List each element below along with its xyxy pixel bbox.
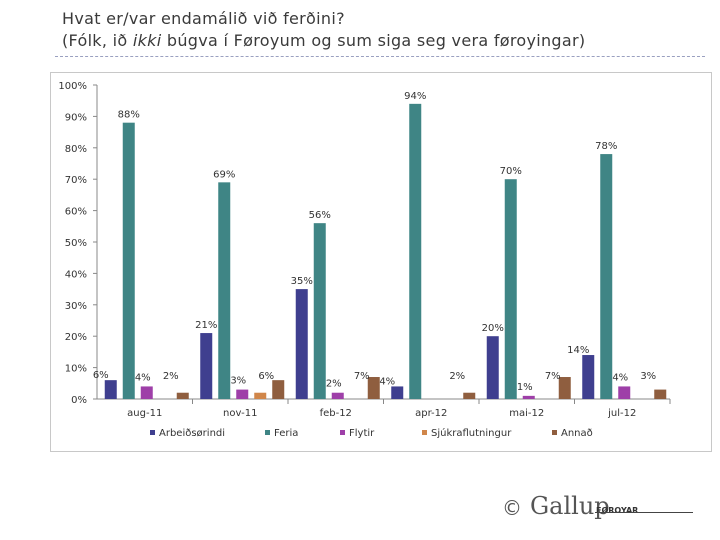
bar-feria-mai-12 [504,179,517,399]
legend-label: Arbeiðsørindi [159,428,225,439]
x-tick-label: jul-12 [607,408,636,419]
legend-swatch-feria [265,430,270,435]
bar-annað-aug-11 [176,392,189,399]
data-label: 56% [309,210,331,221]
bar-flytir-jul-12 [618,386,631,399]
data-label: 78% [595,141,617,152]
y-tick-label: 60% [65,207,87,218]
bar-annað-jul-12 [654,389,667,399]
x-tick-label: apr-12 [415,408,447,419]
gallup-logo: Gallup [530,492,610,520]
data-label: 4% [135,372,151,383]
data-label: 7% [354,371,370,382]
data-label: 20% [482,323,504,334]
x-tick-label: nov-11 [223,408,257,419]
gallup-footer: © Gallup FØROYAR [500,488,695,528]
data-label: 4% [379,376,395,387]
bar-sjúkraflutningur-nov-11 [254,392,267,399]
bar-annað-apr-12 [463,392,476,399]
bar-arbeiðsørindi-apr-12 [391,386,404,399]
legend-swatch-sjúkraflutningur [422,430,427,435]
bar-arbeiðsørindi-feb-12 [295,289,308,399]
legend-label: Annað [561,428,593,439]
data-label: 94% [404,91,426,102]
y-tick-label: 30% [65,301,87,312]
data-label: 35% [291,276,313,287]
data-label: 2% [163,371,179,382]
bar-feria-feb-12 [313,223,326,399]
bar-arbeiðsørindi-jul-12 [582,355,595,399]
data-label: 4% [612,372,628,383]
y-tick-label: 50% [65,238,87,249]
y-tick-label: 10% [65,364,87,375]
title-line-2-emphasis: ikki [132,31,162,50]
copyright-symbol: © [502,496,522,520]
y-tick-label: 70% [65,175,87,186]
data-label: 14% [567,345,589,356]
y-tick-label: 90% [65,112,87,123]
legend-label: Flytir [349,428,375,439]
title-line-2: (Fólk, ið ikki búgva í Føroyum og sum si… [62,30,585,52]
data-label: 2% [326,379,342,390]
data-label: 70% [500,166,522,177]
x-tick-label: aug-11 [127,408,162,419]
y-tick-label: 100% [58,81,87,92]
gallup-logo-subtitle: FØROYAR [596,506,639,515]
data-label: 69% [213,169,235,180]
bar-feria-aug-11 [122,122,135,400]
data-label: 21% [195,320,217,331]
bar-arbeiðsørindi-mai-12 [486,336,499,399]
bar-flytir-mai-12 [522,395,535,399]
bar-feria-apr-12 [409,103,422,399]
data-label: 3% [230,376,246,387]
x-tick-label: feb-12 [320,408,352,419]
legend-swatch-annað [552,430,557,435]
chart-title: Hvat er/var endamálið við ferðini? (Fólk… [62,8,585,52]
y-tick-label: 80% [65,144,87,155]
bar-flytir-feb-12 [331,392,344,399]
bar-annað-mai-12 [558,377,571,399]
legend-label: Sjúkraflutningur [431,427,512,439]
bar-arbeiðsørindi-aug-11 [104,380,117,399]
x-tick-label: mai-12 [509,408,544,419]
legend-swatch-arbeiðsørindi [150,430,155,435]
data-label: 88% [118,110,140,121]
data-label: 7% [545,371,561,382]
bar-annað-nov-11 [272,380,285,399]
y-tick-label: 20% [65,332,87,343]
data-label: 3% [640,371,656,382]
bar-flytir-nov-11 [236,389,249,399]
legend-swatch-flytir [340,430,345,435]
bar-arbeiðsørindi-nov-11 [200,333,213,399]
bar-annað-feb-12 [367,377,380,399]
y-tick-label: 40% [65,269,87,280]
data-label: 1% [517,382,533,393]
data-label: 6% [258,371,274,382]
bar-feria-jul-12 [600,154,613,399]
bar-feria-nov-11 [218,182,231,399]
title-line-2-post: búgva í Føroyum og sum siga seg vera før… [161,31,586,50]
chart-frame [50,72,712,452]
title-divider [55,56,705,57]
title-line-1: Hvat er/var endamálið við ferðini? [62,9,345,28]
legend-label: Feria [274,428,298,439]
logo-underline [595,512,693,513]
y-tick-label: 0% [71,395,87,406]
data-label: 6% [93,370,109,381]
bar-flytir-aug-11 [140,386,153,399]
title-line-2-pre: (Fólk, ið [62,31,133,50]
data-label: 2% [449,371,465,382]
